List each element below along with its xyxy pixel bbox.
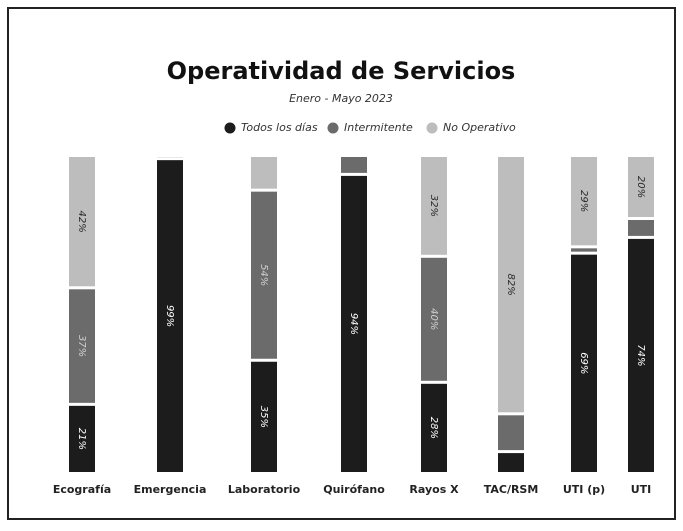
data-label: 42% (76, 211, 87, 233)
x-tick-label: UTI (631, 483, 652, 496)
data-label: 74% (635, 344, 646, 366)
bar-segment (341, 157, 367, 173)
legend-label: No Operativo (443, 121, 516, 134)
x-tick-label: Emergencia (134, 483, 207, 496)
x-tick-label: Laboratorio (228, 483, 301, 496)
legend-swatch (328, 123, 339, 134)
data-label: 21% (76, 428, 87, 450)
bar-segment (498, 415, 524, 450)
x-tick-label: UTI (p) (563, 483, 605, 496)
data-label: 69% (578, 352, 589, 374)
bar-segment (498, 453, 524, 472)
data-label: 54% (258, 264, 269, 286)
legend-label: Intermitente (344, 121, 413, 134)
data-label: 94% (348, 313, 359, 335)
bar-segment (251, 157, 277, 189)
data-label: 35% (258, 406, 269, 428)
data-label: 32% (428, 195, 439, 217)
data-label: 40% (428, 308, 439, 330)
x-tick-label: Quirófano (323, 483, 385, 496)
x-tick-label: Rayos X (409, 483, 459, 496)
data-label: 28% (428, 417, 439, 439)
legend-label: Todos los días (241, 121, 318, 134)
chart-subtitle: Enero - Mayo 2023 (289, 92, 393, 105)
x-tick-label: Ecografía (53, 483, 111, 496)
data-label: 37% (76, 335, 87, 357)
legend-swatch (427, 123, 438, 134)
data-label: 20% (635, 176, 646, 198)
bar-segment (628, 220, 654, 236)
x-tick-label: TAC/RSM (484, 483, 539, 496)
legend-swatch (225, 123, 236, 134)
data-label: 29% (578, 190, 589, 212)
chart-title: Operatividad de Servicios (167, 57, 516, 85)
data-label: 82% (505, 274, 516, 296)
data-label: 99% (164, 305, 175, 327)
bar-segment (571, 248, 597, 251)
